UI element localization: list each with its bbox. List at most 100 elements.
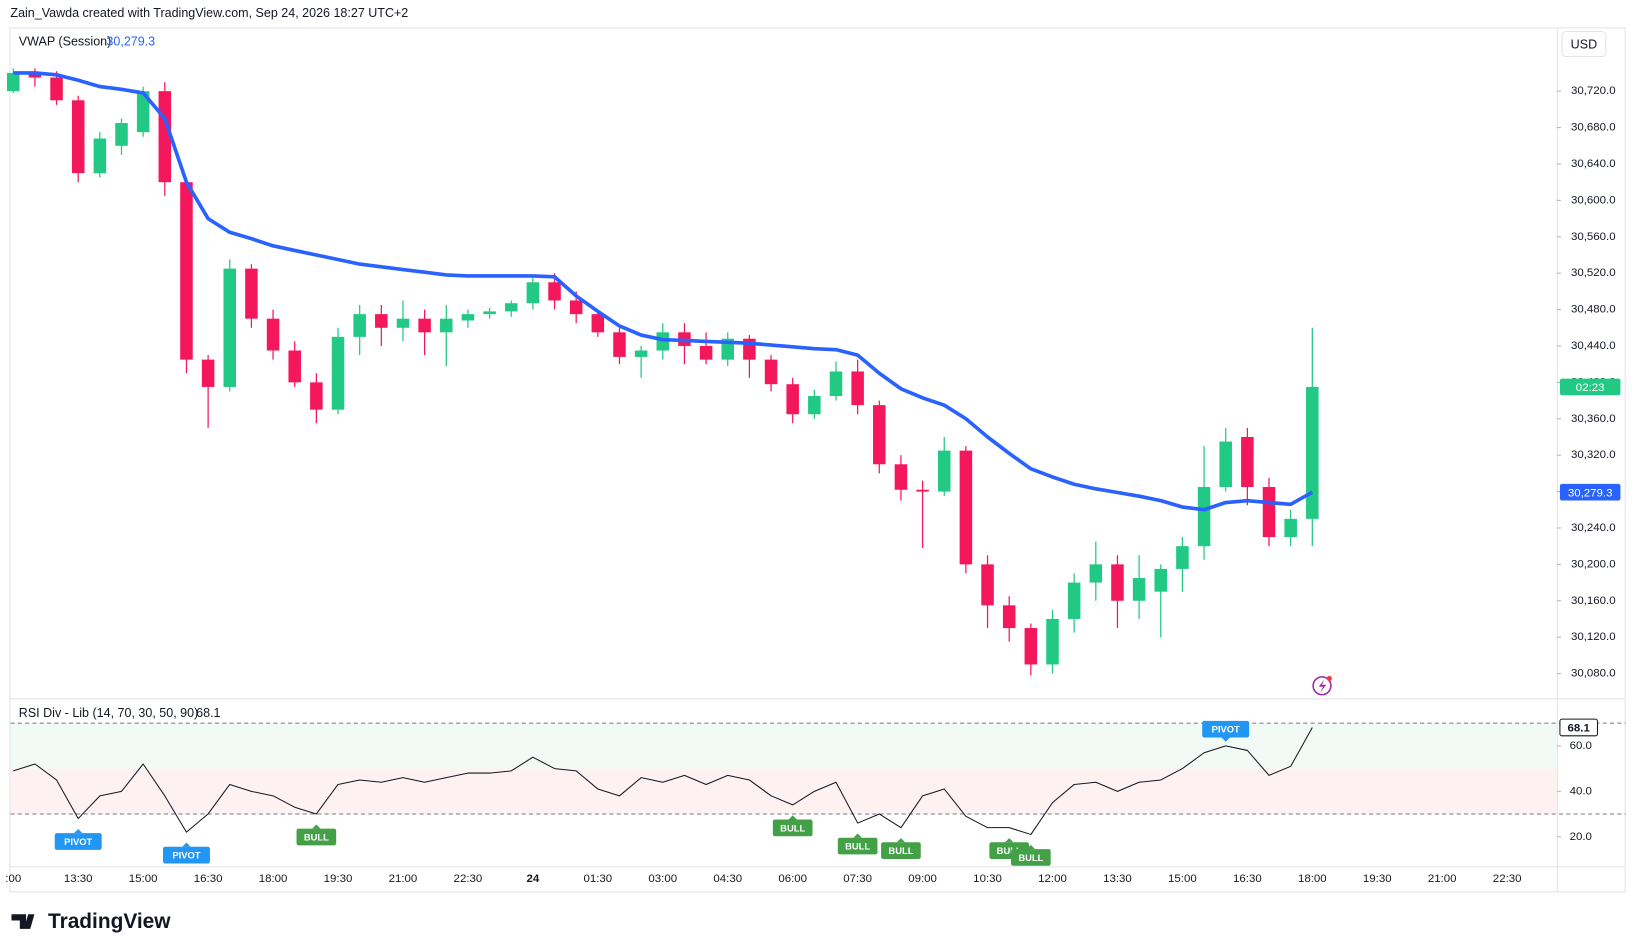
signal-label: BULL <box>780 822 805 833</box>
candle-body <box>93 138 107 174</box>
vwap-line <box>13 71 1314 512</box>
rsi-line <box>13 727 1313 835</box>
x-tick-label: 24 <box>526 873 539 885</box>
x-tick-label: 10:30 <box>973 873 1002 885</box>
y-tick-label: 30,520.0 <box>1571 267 1616 279</box>
candle-body <box>1219 441 1232 488</box>
signal-box <box>837 837 878 855</box>
candle-body <box>28 72 42 78</box>
icon-dot[interactable] <box>1326 675 1332 682</box>
y-tick-label: 30,560.0 <box>1571 231 1616 243</box>
x-tick-label: 22:30 <box>1493 873 1522 885</box>
x-tick-label: 15:00 <box>129 873 158 885</box>
candle-body <box>937 450 951 492</box>
signal-box <box>1202 720 1250 738</box>
rsi-tag-box <box>1559 718 1599 737</box>
candle-body <box>786 384 799 415</box>
signal-box <box>881 842 921 859</box>
currency[interactable]: USD <box>1571 37 1597 51</box>
rsi-legend-name: RSI Div - Lib (14, 70, 30, 50, 90) <box>19 706 198 720</box>
frame <box>9 27 1626 893</box>
candle-body <box>1111 564 1124 601</box>
x-tick-label: 07:30 <box>843 873 872 885</box>
x-tick-label: 01:30 <box>583 873 612 885</box>
signal-label: PIVOT <box>1212 724 1240 735</box>
signal-pointer <box>182 842 191 847</box>
header: Zain_Vawda created with TradingView.com,… <box>10 6 408 20</box>
candle-body <box>569 300 583 315</box>
y-tick-label: 30,600.0 <box>1571 194 1616 206</box>
signal-box <box>772 819 813 837</box>
candle-body <box>1067 582 1081 619</box>
candle-body <box>894 464 908 490</box>
candle-body <box>331 336 345 410</box>
candle-body <box>6 72 20 92</box>
signal-box <box>296 828 337 846</box>
vwap-tag-box <box>1559 483 1621 501</box>
candle-body <box>288 350 301 383</box>
signal-pointer <box>74 828 83 834</box>
candle-body <box>223 268 237 387</box>
candle-body <box>201 359 215 387</box>
candle-body <box>396 318 410 328</box>
candle-body <box>548 282 561 301</box>
candle-body <box>526 282 540 304</box>
x-tick-label: 18:00 <box>1298 873 1327 885</box>
y-tick-label: 30,120.0 <box>1571 631 1616 643</box>
signal-pointer <box>788 815 797 820</box>
candle-body <box>353 314 366 337</box>
x-tick-label: 15:00 <box>1168 873 1197 885</box>
candle-body <box>699 345 713 360</box>
candle-body <box>764 359 778 385</box>
candle-body <box>829 371 843 397</box>
layer: 30,080.0 30,120.0 30,160.0 30,200.0 30,240.0… <box>5 68 1621 885</box>
x-tick-label: 16:30 <box>1233 873 1262 885</box>
logo-mark <box>11 914 35 929</box>
rsi-legend-value: 68.1 <box>196 706 220 720</box>
candle-body <box>634 350 648 357</box>
y-tick-label: 30,240.0 <box>1571 522 1616 534</box>
x-tick-label: 19:30 <box>1363 873 1392 885</box>
candle-body <box>1197 487 1211 547</box>
signal-label: BULL <box>845 841 870 852</box>
y-tick-label: 30,320.0 <box>1571 449 1616 461</box>
signal-label: PIVOT <box>172 850 200 861</box>
rsi-upper-zone <box>10 723 1557 769</box>
candle-body <box>981 564 994 606</box>
candle-body <box>959 450 973 565</box>
candle-body <box>245 268 258 319</box>
candle-body <box>375 314 388 328</box>
currency-box[interactable] <box>1561 31 1607 58</box>
candle-body <box>1046 618 1059 665</box>
lightning-icon[interactable] <box>1312 675 1332 696</box>
signal-pointer <box>853 833 862 838</box>
candle-body <box>591 314 605 333</box>
candle-body <box>310 382 323 410</box>
candle-body <box>1154 568 1168 592</box>
signal-label: BULL <box>1018 852 1043 863</box>
y-tick-label: 30,720.0 <box>1571 85 1616 97</box>
y-tick-label: 30,640.0 <box>1571 158 1616 170</box>
signal-label: PIVOT <box>64 836 92 847</box>
signal-box <box>54 833 102 850</box>
signal-label: BULL <box>304 832 329 843</box>
candle-body <box>418 318 431 333</box>
candle-body <box>180 182 193 360</box>
candle-body <box>483 311 496 315</box>
brand: TradingView <box>48 910 171 933</box>
candle-body <box>266 318 280 351</box>
rsi-tag: 68.1 <box>1568 723 1591 735</box>
candle-body <box>613 332 626 357</box>
signal-box <box>162 846 210 864</box>
vwap-tag: 30,279.3 <box>1568 487 1613 499</box>
x-tick-label: 19:30 <box>324 873 353 885</box>
candle-body <box>851 371 864 406</box>
candle-body <box>1132 578 1146 601</box>
vwap-legend-value: 30,279.3 <box>106 34 155 48</box>
y-tick-label: 30,080.0 <box>1571 668 1616 680</box>
icon-bolt[interactable] <box>1318 679 1327 694</box>
x-tick-label: 04:30 <box>713 873 742 885</box>
signal-pointer <box>312 824 321 829</box>
vwap-legend-name: VWAP (Session) <box>19 34 112 48</box>
